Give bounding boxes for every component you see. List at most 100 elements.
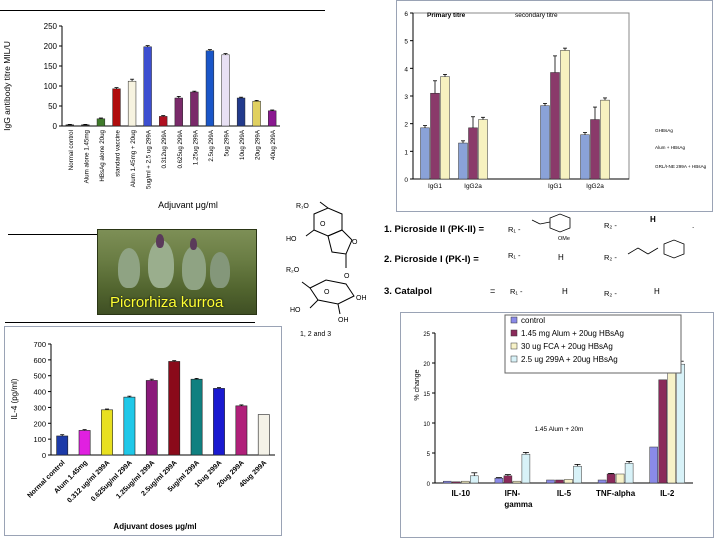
compound-3-r1-value: H <box>562 287 568 296</box>
bar <box>550 72 560 180</box>
x-tick-label: 2.5ug 299A <box>208 129 215 162</box>
x-tick-label: IL-10 <box>451 489 470 498</box>
x-tick-label: IFN- <box>505 489 521 498</box>
legend-label: control <box>521 316 545 325</box>
x-tick-label: TNF-alpha <box>596 489 636 498</box>
bar <box>159 116 168 127</box>
legend-label: GHBsAg <box>655 128 673 133</box>
plant-leaf <box>182 246 206 290</box>
bar <box>221 54 230 127</box>
bar <box>190 378 203 456</box>
y-axis-label: % change <box>414 369 421 400</box>
bar <box>573 465 582 484</box>
y-tick-label: 150 <box>44 62 58 71</box>
bar <box>468 127 478 180</box>
oh-label: OH <box>338 317 349 324</box>
y-tick-label: 3 <box>404 94 408 101</box>
bar <box>658 379 667 484</box>
compound-3-eq: = <box>490 286 495 296</box>
oh-label-2: OH <box>356 295 367 302</box>
bar <box>96 118 106 127</box>
bar <box>458 142 468 180</box>
bar <box>615 473 625 484</box>
compound-svg: 1. Picroside II (PK-II) = R₁ - OMe R₂ - … <box>384 213 694 298</box>
y-tick-label: 500 <box>33 372 46 381</box>
x-axis-label: Adjuvant μg/ml <box>158 200 218 210</box>
plant-leaf <box>148 240 174 288</box>
x-tick-label: 0.625ug 299A <box>177 129 184 168</box>
y-tick-label: 15 <box>423 392 430 398</box>
o-label: O <box>320 221 326 228</box>
bar <box>590 119 600 180</box>
x-tick-label: 0.312 ug/ml 299A <box>66 459 111 504</box>
compound-1-sub: OMe <box>558 236 570 242</box>
y-tick-label: 6 <box>404 11 408 18</box>
compound-3-r2: R₂ - <box>604 289 617 298</box>
compound-1-dot: . <box>692 221 694 230</box>
x-tick-label: standard vaccine <box>115 129 122 176</box>
bar <box>268 110 277 127</box>
x-tick-label: IL-5 <box>557 489 572 498</box>
photo-caption: Picrorhiza kurroa <box>110 294 224 311</box>
bar <box>78 430 91 456</box>
bar <box>213 388 225 456</box>
bar <box>235 405 248 456</box>
y-tick-label: 10 <box>423 422 430 428</box>
percent-change-svg: 0 5 10 15 20 25 IL-10 IFN-gamma IL-5 TNF-alpha IL-… <box>414 314 693 509</box>
x-tick-label: Normal control <box>68 130 75 170</box>
y-tick-label: 0 <box>404 177 408 184</box>
compound-2-r1-value: H <box>558 253 564 262</box>
x-tick-label: 5ug/ml + 2.5 ug 299A <box>146 129 153 189</box>
x-tick-label: Alum alone 1.45mg <box>83 129 90 183</box>
y-axis-label: IgG antibody titre MIL/U <box>2 41 12 131</box>
x-tick-label: 10ug 299A <box>239 129 246 160</box>
y-tick-label: 0 <box>53 122 58 131</box>
compound-3-r1: R₁ - <box>510 287 523 296</box>
y-tick-label: 100 <box>33 435 46 444</box>
bar <box>236 97 246 127</box>
structure-caption: 1, 2 and 3 <box>300 331 331 338</box>
y-tick-label: 20 <box>423 362 430 368</box>
legend-marker <box>510 329 518 337</box>
x-tick-label: gamma <box>504 500 533 509</box>
bar <box>252 100 261 127</box>
bar <box>143 46 152 127</box>
annotation: 1.45 Alum + 20m <box>535 426 584 433</box>
x-tick-label: IgG2a <box>586 183 604 190</box>
bar <box>461 480 470 484</box>
x-tick-label: 40ug 299A <box>270 129 277 160</box>
plant-leaf <box>118 248 140 288</box>
ho-label-2: HO <box>290 307 301 314</box>
bar <box>560 50 570 180</box>
top-rule <box>0 10 325 11</box>
x-tick-label: 1.25ug 299A <box>192 129 199 165</box>
y-tick-label: 700 <box>33 340 46 349</box>
bar <box>494 477 504 484</box>
bar <box>65 124 74 127</box>
plant-flower <box>156 234 164 248</box>
plant-leaf <box>210 252 230 288</box>
plant-flower <box>190 238 197 250</box>
x-tick-label: IgG2a <box>464 183 482 190</box>
ho-label: HO <box>286 236 297 243</box>
y-tick-label: 200 <box>44 42 58 51</box>
r1-label: R₁O <box>296 203 309 210</box>
bar <box>540 105 550 180</box>
legend-label: 1.45 mg Alum + 20ug HBsAg <box>521 329 624 338</box>
bar <box>667 372 676 484</box>
compound-2-label: 2. Picroside I (PK-I) = <box>384 254 479 265</box>
bar <box>190 91 199 127</box>
plant-photo: Picrorhiza kurroa <box>97 229 257 315</box>
bar <box>555 479 564 484</box>
igg-titre-svg: 0 50 100 150 200 250 Normal control Alum alone … <box>2 22 280 210</box>
group-title: secondary titre <box>515 12 558 19</box>
bar <box>624 462 634 484</box>
y-tick-label: 600 <box>33 356 46 365</box>
bar <box>112 88 121 127</box>
y-tick-label: 300 <box>33 403 46 412</box>
bar <box>174 97 183 127</box>
x-tick-label: Normal control <box>26 459 66 499</box>
titre-chart: 0 1 2 3 4 5 6 Primary titre secondary titre IgG1 I… <box>396 0 713 212</box>
compound-1-substituent <box>531 213 571 233</box>
compound-1-r2: R₂ - <box>604 221 617 230</box>
